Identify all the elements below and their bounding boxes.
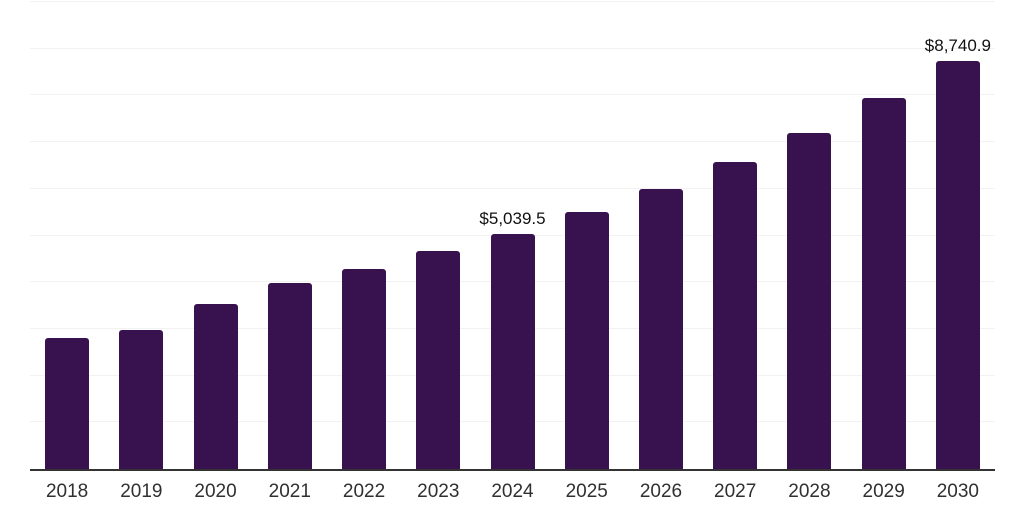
x-axis-line	[30, 469, 995, 471]
bar-2020	[193, 303, 238, 469]
data-label-2030: $8,740.9	[924, 35, 991, 55]
x-axis-tick-labels: 2018 2019 2020 2021 2022 2023 2024 2025 2026 2027…	[30, 482, 995, 508]
x-tick-2024: 2024	[491, 481, 534, 502]
bar-2025	[564, 212, 609, 469]
bar-2019	[119, 329, 164, 469]
x-tick-2030: 2030	[936, 481, 980, 502]
gridline-8000	[30, 94, 995, 96]
bar-2026	[638, 189, 683, 469]
x-tick-2023: 2023	[417, 481, 460, 502]
bar-2027	[713, 162, 758, 469]
x-tick-2028: 2028	[788, 481, 831, 502]
x-tick-2021: 2021	[268, 481, 311, 502]
x-tick-2019: 2019	[120, 481, 163, 502]
x-tick-2022: 2022	[342, 481, 386, 502]
bar-2023	[416, 251, 461, 469]
x-tick-2026: 2026	[639, 481, 683, 502]
gridline-6000	[30, 187, 995, 189]
data-label-2024: $5,039.5	[479, 208, 546, 228]
bar-2021	[267, 282, 312, 469]
x-tick-2025: 2025	[565, 481, 608, 502]
gridline-10000	[30, 1, 995, 2]
gridline-9000	[30, 47, 995, 49]
x-tick-2020: 2020	[194, 481, 237, 502]
bar-2029	[861, 98, 906, 469]
bar-2028	[787, 133, 832, 469]
plot-area: $5,039.5 $8,740.9	[30, 1, 995, 471]
bar-2030	[935, 60, 980, 469]
bar-2018	[45, 337, 90, 469]
x-tick-2029: 2029	[862, 481, 905, 502]
bar-2024	[490, 233, 535, 469]
x-tick-2018: 2018	[45, 481, 89, 502]
gridline-7000	[30, 141, 995, 143]
x-tick-2027: 2027	[714, 481, 757, 502]
bar-2022	[342, 268, 387, 469]
